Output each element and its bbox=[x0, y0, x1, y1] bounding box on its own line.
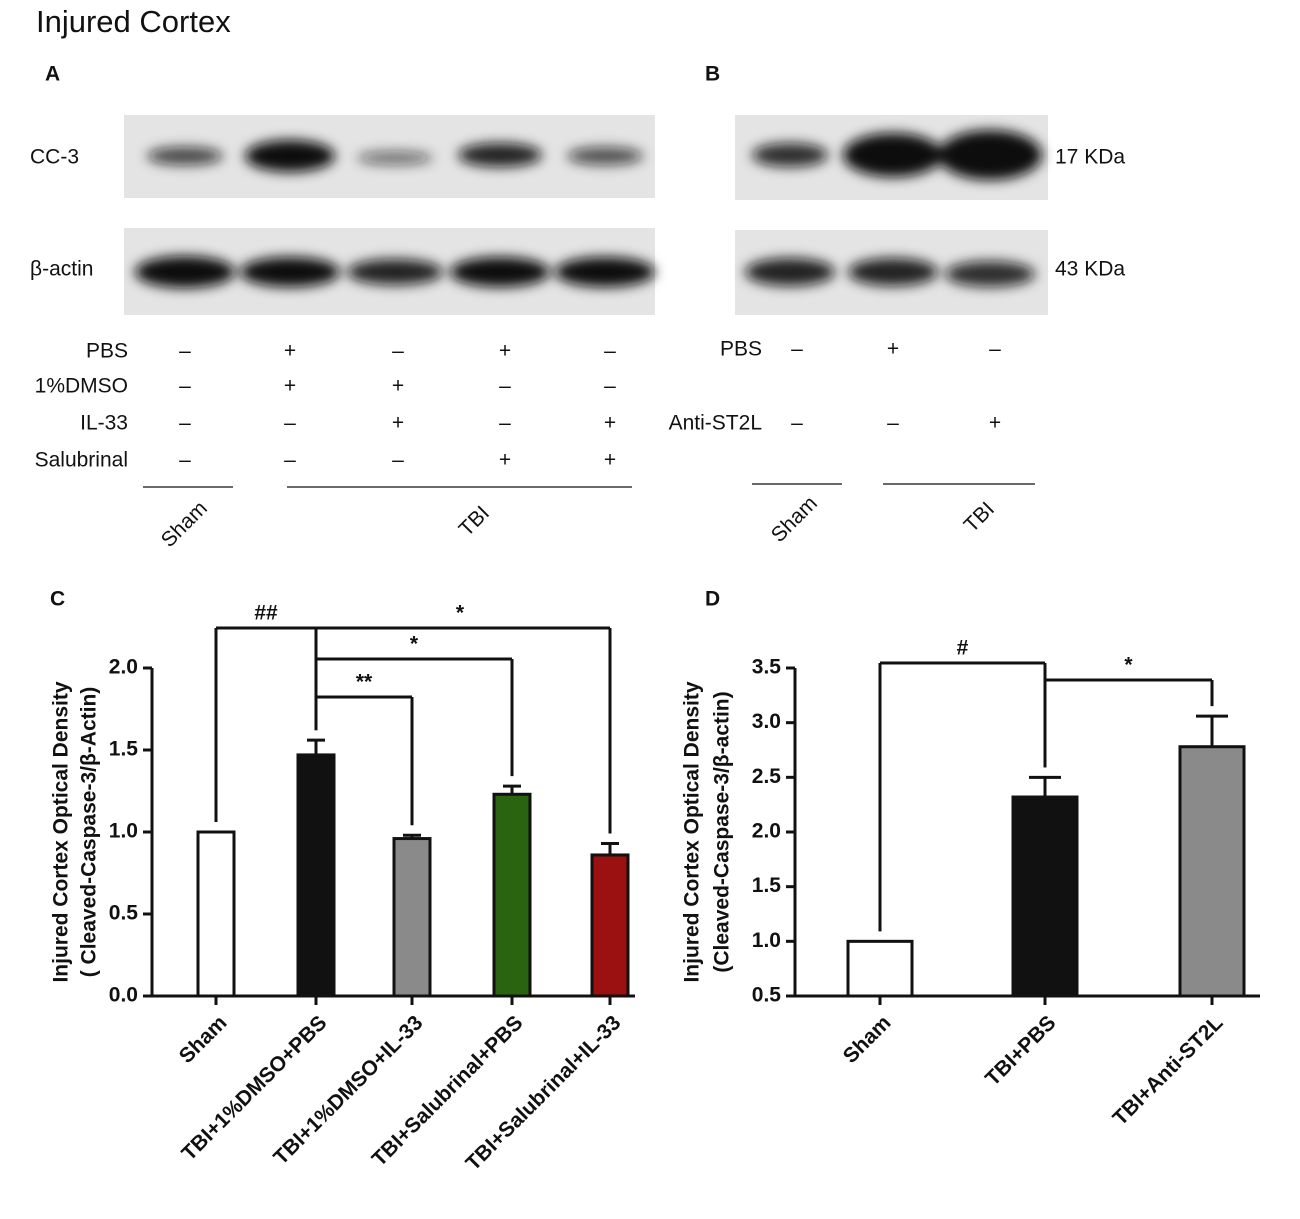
y-tick-label: 3.5 bbox=[752, 656, 782, 679]
significance-label: # bbox=[957, 637, 969, 660]
condition-mark: – bbox=[604, 375, 616, 398]
y-tick-label: 0.5 bbox=[752, 984, 782, 1007]
condition-mark: – bbox=[499, 412, 511, 435]
condition-label: 1%DMSO bbox=[35, 375, 128, 398]
bar bbox=[296, 753, 336, 998]
condition-mark: + bbox=[499, 449, 511, 472]
y-tick-label: 2.5 bbox=[752, 765, 782, 788]
y-tick-label: 1.0 bbox=[752, 929, 781, 952]
group-label: TBI bbox=[960, 498, 999, 537]
x-tick-label: Sham bbox=[175, 1011, 232, 1068]
size-label: 43 KDa bbox=[1055, 258, 1125, 281]
condition-mark: + bbox=[604, 449, 616, 472]
condition-mark: – bbox=[179, 340, 191, 363]
x-tick-label: Sham bbox=[839, 1011, 896, 1068]
y-axis-label: ( Cleaved-Caspase-3/β-Actin) bbox=[78, 687, 101, 978]
condition-label: IL-33 bbox=[80, 412, 128, 435]
condition-mark: + bbox=[887, 338, 899, 361]
condition-mark: – bbox=[179, 449, 191, 472]
y-tick-label: 3.0 bbox=[752, 710, 781, 733]
y-tick-label: 2.0 bbox=[109, 656, 138, 679]
panel-label: D bbox=[705, 588, 720, 611]
condition-label: PBS bbox=[720, 338, 762, 361]
y-axis-label: (Cleaved-Caspase-3/β-actin) bbox=[711, 691, 734, 972]
condition-mark: – bbox=[887, 412, 899, 435]
panel-label: A bbox=[45, 63, 60, 86]
condition-mark: – bbox=[284, 449, 296, 472]
protein-label: CC-3 bbox=[30, 146, 79, 169]
y-tick-label: 2.0 bbox=[752, 820, 781, 843]
size-label: 17 KDa bbox=[1055, 146, 1125, 169]
condition-mark: – bbox=[989, 338, 1001, 361]
bar bbox=[1011, 795, 1079, 998]
condition-mark: – bbox=[604, 340, 616, 363]
x-tick-label: TBI+Anti-ST2L bbox=[1108, 1011, 1227, 1130]
y-tick-label: 0.5 bbox=[109, 902, 139, 925]
significance-label: * bbox=[456, 602, 465, 625]
y-axis-label: Injured Cortex Optical Density bbox=[681, 681, 704, 982]
bar bbox=[392, 837, 432, 998]
blot-strips bbox=[124, 115, 1048, 315]
condition-mark: – bbox=[791, 338, 803, 361]
condition-mark: + bbox=[989, 412, 1001, 435]
x-tick-label: TBI+PBS bbox=[981, 1011, 1060, 1090]
panel-label: B bbox=[705, 63, 720, 86]
condition-mark: + bbox=[284, 375, 296, 398]
bar bbox=[846, 939, 914, 998]
condition-mark: – bbox=[499, 375, 511, 398]
condition-mark: + bbox=[499, 340, 511, 363]
condition-mark: – bbox=[392, 449, 404, 472]
panel-label: C bbox=[50, 588, 65, 611]
y-tick-label: 1.5 bbox=[752, 874, 782, 897]
condition-mark: + bbox=[604, 412, 616, 435]
figure-title: Injured Cortex bbox=[36, 4, 231, 39]
y-tick-label: 0.0 bbox=[109, 984, 138, 1007]
group-label: Sham bbox=[157, 497, 212, 552]
condition-mark: – bbox=[791, 412, 803, 435]
condition-mark: – bbox=[392, 340, 404, 363]
group-label: Sham bbox=[767, 492, 822, 547]
bar bbox=[1178, 745, 1246, 998]
protein-label: β-actin bbox=[30, 258, 93, 281]
y-tick-label: 1.5 bbox=[109, 738, 139, 761]
group-label: TBI bbox=[455, 502, 494, 541]
condition-mark: + bbox=[284, 340, 296, 363]
y-tick-label: 1.0 bbox=[109, 820, 138, 843]
condition-mark: – bbox=[179, 375, 191, 398]
condition-label: Salubrinal bbox=[35, 449, 128, 472]
bar bbox=[590, 853, 630, 998]
significance-label: * bbox=[1124, 654, 1133, 677]
condition-label: Anti-ST2L bbox=[669, 412, 762, 435]
significance-label: * bbox=[410, 633, 419, 656]
y-axis-label: Injured Cortex Optical Density bbox=[50, 681, 73, 982]
bar bbox=[492, 792, 532, 998]
significance-label: ## bbox=[254, 602, 278, 625]
significance-label: ** bbox=[356, 671, 373, 694]
bar bbox=[196, 830, 236, 998]
condition-mark: + bbox=[392, 375, 404, 398]
condition-mark: – bbox=[179, 412, 191, 435]
condition-mark: – bbox=[284, 412, 296, 435]
condition-label: PBS bbox=[86, 340, 128, 363]
condition-mark: + bbox=[392, 412, 404, 435]
